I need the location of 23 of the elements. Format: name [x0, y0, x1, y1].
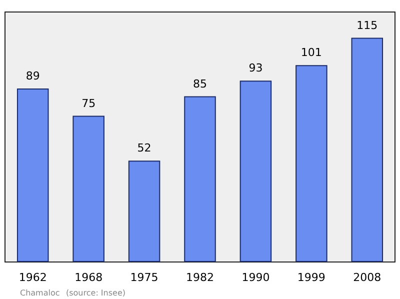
bar [296, 65, 328, 262]
bar [16, 88, 49, 262]
x-tick-label: 1962 [18, 271, 47, 284]
bar [184, 96, 216, 262]
x-tick-label: 1999 [297, 271, 326, 284]
x-tick-label: 1990 [242, 271, 270, 284]
text: Chamaloc [20, 288, 60, 298]
bar [240, 80, 272, 262]
data-label: 93 [248, 62, 263, 75]
x-tick-label: 1968 [74, 271, 103, 284]
data-label: 52 [137, 142, 152, 155]
bar [351, 38, 384, 262]
data-label: 85 [193, 77, 207, 90]
bar [128, 160, 160, 262]
bar [72, 116, 104, 262]
data-label: 101 [300, 46, 322, 60]
data-label: 89 [26, 69, 40, 82]
x-tick-label: 1982 [186, 271, 214, 284]
text: (source: Insee) [66, 288, 126, 298]
data-label: 115 [356, 18, 378, 32]
x-tick-label: 2008 [353, 271, 382, 284]
data-label: 75 [82, 96, 96, 110]
x-tick-label: 1975 [130, 271, 158, 284]
